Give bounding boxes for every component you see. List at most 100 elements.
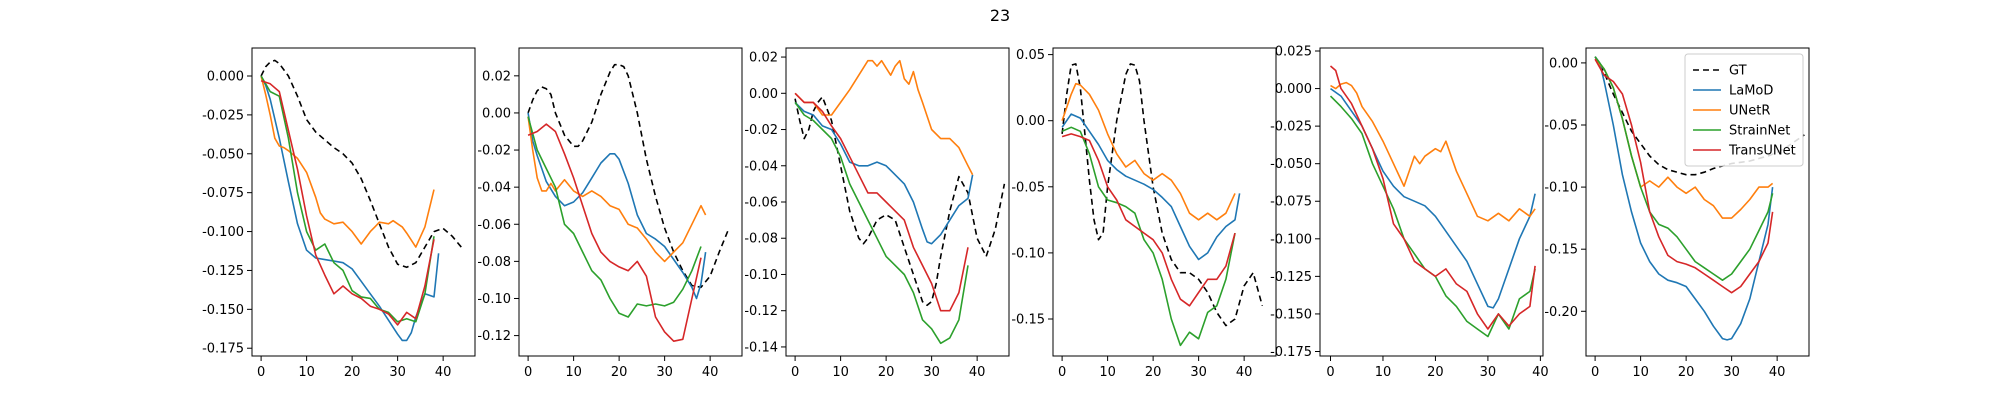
x-tick-label: 10 [832, 365, 849, 380]
series-lamod-line [1594, 56, 1774, 341]
axes-frame [1585, 47, 1810, 357]
axes-frame [785, 47, 1010, 357]
x-tick-label: 10 [1375, 365, 1392, 380]
y-tick-label: -0.125 [1270, 270, 1312, 285]
series-lamod-line [1061, 113, 1241, 261]
y-tick-label: -0.025 [202, 108, 244, 123]
y-tick-label: -0.050 [202, 147, 244, 162]
series-gt-line [1061, 63, 1264, 327]
y-tick-label: 0.025 [1275, 45, 1312, 60]
series-unetr-line [527, 116, 707, 263]
x-tick-label: 10 [1099, 365, 1116, 380]
series-transunet-line [527, 123, 702, 343]
subplot-5: 0 10 20 30 40 0.025 0.000 -0.025 -0.050 -0.075 -0.… [1270, 45, 1549, 380]
series-gt-line [260, 59, 462, 269]
legend-label: StrainNet [1729, 124, 1790, 139]
y-tick-label: -0.10 [477, 292, 511, 307]
y-tick-label: -0.08 [744, 232, 778, 247]
y-tick-label: -0.100 [1270, 232, 1312, 247]
y-tick-label: 0.00 [1016, 114, 1045, 129]
x-tick-label: 0 [1058, 365, 1066, 380]
y-tick-label: 0.02 [482, 69, 511, 84]
series-lines [527, 63, 730, 343]
x-tick-label: 10 [298, 365, 315, 380]
y-tick-label: -0.10 [744, 268, 778, 283]
x-tick-label: 20 [1678, 365, 1695, 380]
x-tick-label: 20 [878, 365, 895, 380]
x-tick-label: 40 [702, 365, 719, 380]
y-tick-label: -0.05 [1544, 119, 1578, 134]
series-strainnet-line [527, 116, 702, 318]
y-tick-label: -0.06 [744, 196, 778, 211]
y-tick-label: 0.05 [1016, 48, 1045, 63]
subplot-3: 0 10 20 30 40 0.02 0.00 -0.02 -0.04 -0.06 -0.08 -0.… [744, 47, 1010, 380]
y-tick-label: -0.125 [202, 264, 244, 279]
y-tick-label: -0.06 [477, 218, 511, 233]
x-tick-label: 30 [389, 365, 406, 380]
series-strainnet-line [1329, 95, 1536, 338]
y-tick-label: -0.150 [1270, 307, 1312, 322]
x-tick-label: 30 [1190, 365, 1207, 380]
series-lamod-line [527, 112, 707, 300]
series-strainnet-line [1061, 126, 1236, 347]
series-transunet-line [260, 79, 435, 326]
series-unetr-line [794, 59, 974, 176]
y-tick-label: -0.050 [1270, 157, 1312, 172]
subplot-4: 0 10 20 30 40 0.05 0.00 -0.05 -0.10 -0.15 [1011, 47, 1277, 380]
y-tick-label: -0.100 [202, 225, 244, 240]
x-tick-label: 0 [1326, 365, 1334, 380]
subplot-1: 0 10 20 30 40 0.000 -0.025 -0.050 -0.075 -0.100 -0… [202, 47, 476, 380]
x-tick-label: 10 [565, 365, 582, 380]
legend-label: LaMoD [1729, 84, 1773, 99]
series-gt-line [794, 96, 1006, 307]
legend-label: UNetR [1729, 104, 1770, 119]
series-transunet-line [1594, 58, 1774, 294]
subplot-2: 0 10 20 30 40 0.02 0.00 -0.02 -0.04 -0.06 -0.08 -0.… [477, 47, 743, 380]
x-tick-label: 40 [969, 365, 986, 380]
series-lamod-line [794, 101, 974, 245]
series-strainnet-line [794, 101, 969, 345]
x-tick-label: 20 [611, 365, 628, 380]
x-tick-label: 20 [1427, 365, 1444, 380]
y-tick-label: 0.00 [1549, 56, 1578, 71]
legend-label: TransUNet [1728, 144, 1796, 159]
y-tick-label: -0.20 [1544, 305, 1578, 320]
series-transunet-line [1329, 65, 1536, 330]
x-tick-label: 20 [1145, 365, 1162, 380]
y-tick-label: -0.075 [202, 186, 244, 201]
series-lines [260, 59, 462, 342]
x-tick-label: 0 [257, 365, 265, 380]
series-unetr-line [260, 75, 435, 248]
y-tick-label: -0.15 [1544, 243, 1578, 258]
x-tick-label: 40 [1236, 365, 1253, 380]
series-lamod-line [260, 75, 440, 342]
y-tick-label: -0.175 [1270, 345, 1312, 360]
series-gt-line [527, 63, 730, 289]
y-tick-label: -0.04 [744, 159, 778, 174]
x-tick-label: 0 [791, 365, 799, 380]
y-tick-label: -0.02 [477, 144, 511, 159]
axes-frame [1052, 47, 1277, 357]
y-tick-label: -0.12 [744, 304, 778, 319]
y-tick-label: -0.075 [1270, 195, 1312, 210]
y-tick-label: -0.150 [202, 303, 244, 318]
series-strainnet-line [1594, 56, 1774, 282]
x-tick-label: 30 [1480, 365, 1497, 380]
x-tick-label: 30 [1723, 365, 1740, 380]
y-tick-label: -0.10 [1011, 246, 1045, 261]
x-tick-label: 40 [1532, 365, 1549, 380]
x-tick-label: 30 [923, 365, 940, 380]
x-tick-label: 40 [1769, 365, 1786, 380]
series-transunet-line [1061, 133, 1236, 307]
series-lines [1061, 63, 1264, 347]
y-tick-label: -0.02 [744, 123, 778, 138]
x-tick-label: 0 [524, 365, 532, 380]
legend-label: GT [1729, 64, 1747, 79]
figure-title: 23 [989, 6, 1011, 25]
axes-frame [1319, 47, 1544, 357]
y-tick-label: 0.000 [1275, 82, 1312, 97]
y-tick-label: 0.00 [749, 87, 778, 102]
y-tick-label: -0.08 [477, 255, 511, 270]
subplot-6: 0 10 20 30 40 0.00 -0.05 -0.10 -0.15 -0.20 GT LaMoD… [1544, 47, 1810, 380]
